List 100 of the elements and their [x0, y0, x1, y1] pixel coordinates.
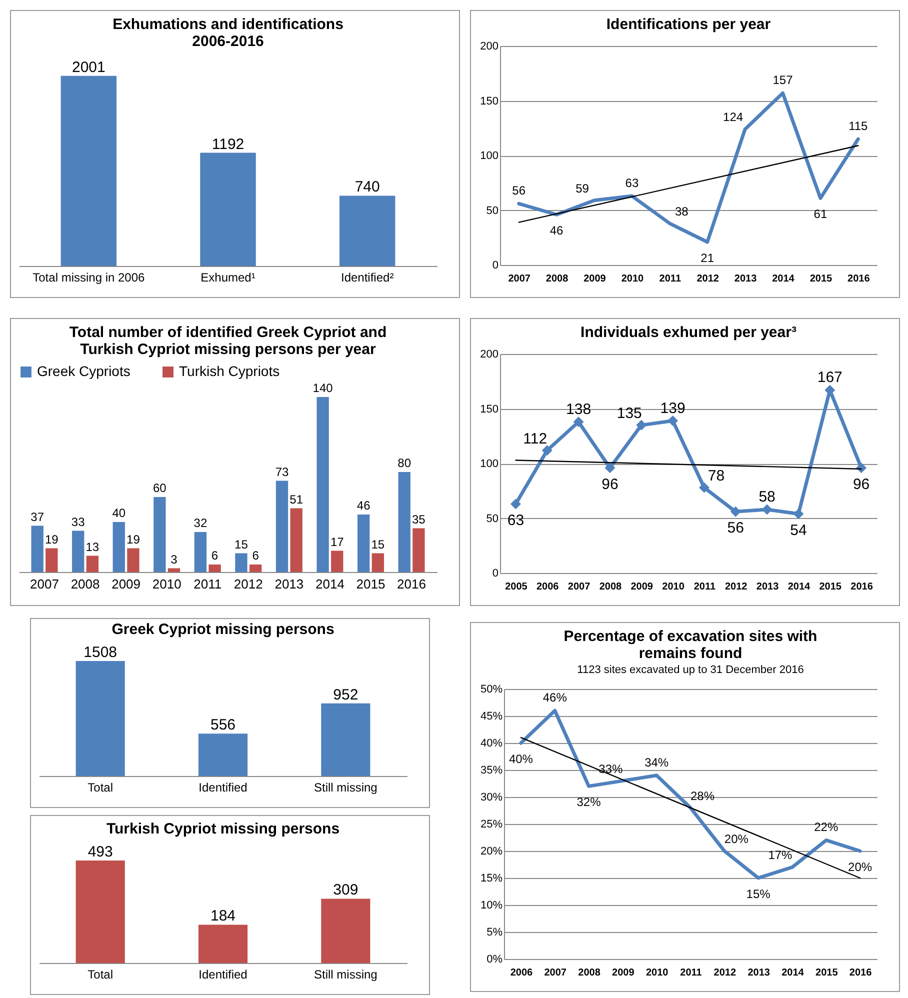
- y-tick-label: 100: [480, 458, 498, 470]
- x-tick-label: 2007: [544, 968, 567, 978]
- data-label: 63: [507, 512, 524, 530]
- data-label: 46%: [542, 690, 568, 705]
- y-tick-label: 25%: [480, 818, 503, 830]
- data-label: 28%: [690, 788, 715, 803]
- y-tick-label: 200: [480, 348, 498, 360]
- point: [730, 506, 741, 517]
- x-tick-label: 2014: [782, 968, 804, 978]
- bar: [398, 472, 410, 572]
- x-tick-label: 2016: [850, 582, 874, 592]
- x-tick-label: Identified: [198, 780, 248, 794]
- x-tick-label: 2016: [848, 274, 870, 284]
- x-tick-label: 2010: [646, 968, 669, 978]
- data-label: 13: [86, 540, 100, 554]
- data-label: 167: [817, 369, 842, 386]
- data-label: 33: [71, 514, 86, 529]
- x-tick-label: 2015: [816, 968, 838, 978]
- data-label: 1508: [84, 644, 118, 662]
- data-label: 19: [126, 532, 140, 546]
- bar: [372, 553, 384, 572]
- y-tick-label: 30%: [480, 792, 503, 804]
- data-label: 58: [758, 488, 776, 506]
- x-tick-label: 2009: [630, 582, 654, 592]
- data-label: 1192: [212, 136, 244, 153]
- data-label: 6: [211, 548, 218, 562]
- bar: [412, 528, 425, 572]
- x-tick-label: 2012: [725, 582, 748, 592]
- x-tick-label: 2009: [612, 968, 635, 978]
- x-tick-label: 2012: [714, 968, 736, 978]
- x-tick-label: 2015: [356, 576, 386, 592]
- x-tick-label: 2010: [152, 576, 182, 592]
- point: [668, 416, 678, 426]
- data-label: 184: [210, 908, 236, 925]
- y-tick-label: 35%: [480, 764, 503, 776]
- x-tick-label: Identified²: [340, 270, 394, 284]
- data-label: 20%: [724, 832, 749, 846]
- x-tick-label: 2011: [194, 576, 222, 592]
- x-tick-label: 2014: [772, 274, 795, 284]
- chart-title: Greek Cypriot missing persons: [112, 621, 334, 638]
- data-label: 309: [333, 882, 358, 899]
- y-tick-label: 0%: [486, 954, 503, 966]
- data-label: 2001: [72, 58, 106, 76]
- data-label: 556: [210, 716, 236, 734]
- chart-title: Percentage of excavation sites with remains found: [564, 628, 818, 662]
- x-tick-label: 2008: [70, 576, 100, 592]
- x-tick-label: 2016: [397, 576, 426, 592]
- x-tick-label: 2009: [584, 274, 606, 284]
- data-label: 96: [852, 476, 870, 493]
- bar: [127, 548, 140, 572]
- data-label: 115: [848, 119, 868, 134]
- x-tick-label: 2007: [508, 274, 531, 284]
- x-tick-label: 2010: [662, 582, 685, 592]
- data-label: 40: [112, 506, 126, 520]
- data-label: 78: [708, 468, 725, 485]
- bar: [86, 556, 99, 572]
- x-tick-label: 2013: [756, 582, 780, 592]
- data-label: 6: [252, 548, 260, 562]
- point: [762, 504, 772, 515]
- bar: [276, 480, 288, 572]
- x-tick-label: 2008: [599, 582, 622, 592]
- y-tick-label: 10%: [480, 900, 503, 912]
- y-tick-label: 150: [480, 95, 498, 108]
- bar: [357, 514, 370, 572]
- y-tick-label: 0: [492, 260, 498, 272]
- x-tick-label: 2008: [546, 274, 569, 284]
- data-label: 46: [356, 498, 371, 512]
- data-label: 135: [616, 405, 642, 422]
- data-label: 21: [700, 251, 714, 266]
- y-tick-label: 45%: [480, 710, 503, 722]
- y-tick-label: 50%: [480, 684, 503, 696]
- x-tick-label: 2013: [734, 274, 758, 284]
- data-label: 3: [170, 552, 178, 566]
- data-label: 32: [194, 516, 208, 530]
- point: [542, 445, 552, 456]
- data-label: 19: [44, 532, 59, 546]
- x-tick-label: 2010: [621, 274, 644, 284]
- x-tick-label: Total: [88, 968, 114, 982]
- x-tick-label: 2005: [505, 582, 528, 592]
- bar: [112, 522, 125, 572]
- data-label: 46: [550, 224, 564, 238]
- chart-title: Exhumations and identifications 2006-2016: [112, 16, 344, 50]
- y-tick-label: 50: [486, 512, 498, 525]
- data-label: 54: [790, 522, 807, 539]
- data-label: 61: [814, 207, 828, 222]
- point: [510, 498, 521, 510]
- y-tick-label: 0: [492, 568, 498, 580]
- x-tick-label: 2006: [510, 968, 534, 978]
- point: [604, 462, 616, 474]
- data-label: 112: [523, 430, 548, 448]
- data-label: 15%: [746, 887, 771, 901]
- data-label: 56: [727, 520, 744, 537]
- data-label: 22%: [814, 820, 838, 834]
- x-tick-label: Total missing in 2006: [32, 270, 146, 284]
- y-tick-label: 40%: [480, 738, 503, 750]
- x-tick-label: 2013: [748, 968, 770, 978]
- y-tick-label: 15%: [480, 872, 503, 884]
- data-label: 35: [412, 512, 426, 526]
- bar: [72, 530, 84, 572]
- data-label: 60: [152, 481, 167, 495]
